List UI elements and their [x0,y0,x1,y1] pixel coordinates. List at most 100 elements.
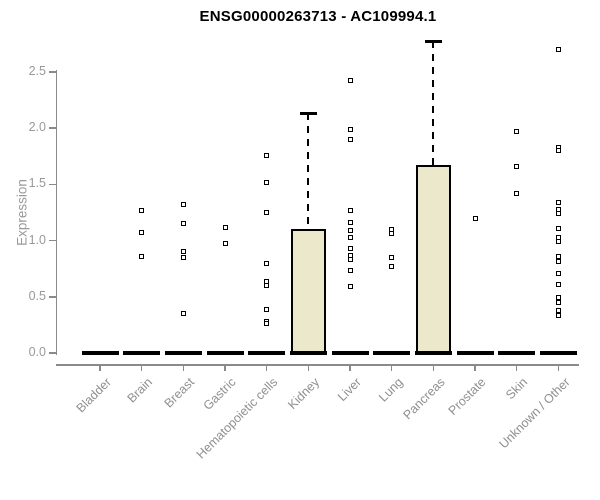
y-tick-label: 0.5 [28,288,46,303]
median-bar [373,350,411,356]
x-tick-mark [224,364,226,371]
y-tick-mark [49,296,56,298]
median-bar [456,350,494,356]
x-tick-label: Breast [161,375,198,411]
box-body [415,165,451,355]
x-tick-mark [265,364,268,371]
outlier-point [347,245,353,251]
y-tick-mark [49,352,56,354]
y-tick-label: 1.5 [28,176,46,191]
y-axis-line [55,70,57,355]
x-tick-label: Bladder [73,375,114,416]
median-bar [206,350,244,356]
outlier-point [264,209,270,215]
y-tick-label: 1.0 [28,232,46,247]
x-tick-label: Kidney [285,375,323,412]
outlier-point [180,249,186,255]
outlier-point [347,284,353,290]
outlier-point [264,152,270,158]
x-tick-mark [307,364,310,371]
whisker-cap [299,112,317,115]
outlier-point [555,225,561,231]
outlier-point [222,224,228,230]
median-bar [81,350,119,356]
outlier-point [347,207,353,213]
x-tick-label: Prostate [446,375,489,418]
x-axis-line [56,364,579,366]
outlier-point [514,128,520,134]
x-tick-mark [515,364,518,371]
x-tick-label: Skin [503,375,531,403]
whisker-line [307,113,310,230]
outlier-point [347,136,353,142]
box-body [290,229,326,355]
median-bar [331,350,369,356]
outlier-point [555,239,561,245]
x-tick-mark [557,364,560,371]
outlier-point [555,299,561,305]
y-tick-label: 0.0 [28,345,46,359]
outlier-point [139,253,145,259]
outlier-point [555,281,561,287]
outlier-point [555,253,561,259]
median-bar [248,350,286,356]
outlier-point [347,257,353,263]
outlier-point [555,211,561,216]
x-tick-mark [182,364,185,371]
y-tick-mark [49,127,56,129]
x-tick-mark [349,364,351,371]
outlier-point [555,270,561,276]
outlier-point [139,207,145,213]
x-tick-label: Lung [376,375,406,405]
outlier-point [264,306,270,312]
outlier-point [180,254,186,260]
outlier-point [222,241,228,247]
outlier-point [555,46,561,52]
median-bar [498,350,536,356]
outlier-point [347,78,353,84]
whisker-cap [424,40,442,43]
y-tick-mark [49,239,56,242]
y-tick-mark [49,183,56,185]
y-tick-mark [49,71,56,73]
outlier-point [555,259,561,265]
outlier-point [347,126,353,132]
chart-title: ENSG00000263713 - AC109994.1 [199,8,437,25]
median-bar [289,350,327,356]
median-bar [539,350,577,356]
outlier-point [347,268,353,274]
outlier-point [555,199,561,205]
x-tick-label: Liver [334,375,364,405]
x-tick-label: Brain [125,375,156,406]
outlier-point [347,220,353,225]
outlier-point [472,215,478,221]
y-tick-label: 2.0 [28,120,46,134]
outlier-point [514,163,520,169]
outlier-point [514,190,520,196]
x-tick-label: Pancreas [400,375,448,423]
outlier-point [264,283,270,288]
outlier-point [389,231,395,237]
x-tick-label: Gastric [201,375,239,413]
x-tick-mark [99,364,101,371]
outlier-point [555,307,561,313]
outlier-point [389,254,395,260]
x-tick-mark [390,364,393,371]
outlier-point [180,221,186,227]
x-tick-mark [432,364,435,371]
outlier-point [389,263,395,269]
outlier-point [180,202,186,207]
outlier-point [555,313,561,319]
outlier-point [264,179,270,185]
whisker-line [432,41,435,166]
outlier-point [264,321,270,327]
outlier-point [347,227,353,233]
outlier-point [180,311,186,317]
median-bar [123,350,161,356]
y-tick-label: 2.5 [28,63,46,78]
x-tick-mark [140,364,143,371]
outlier-point [555,148,561,153]
x-tick-mark [474,364,476,371]
x-tick-label: Hematopoietic cells [194,375,281,462]
